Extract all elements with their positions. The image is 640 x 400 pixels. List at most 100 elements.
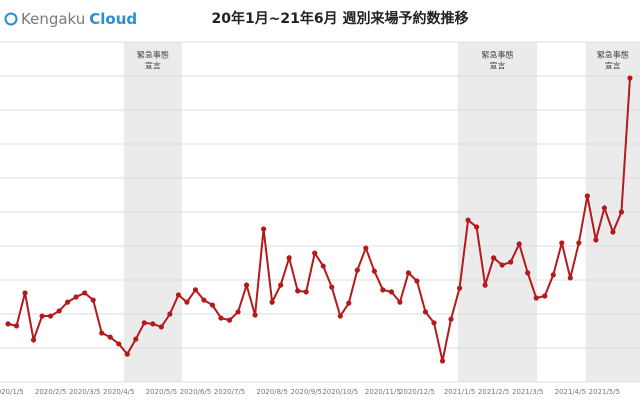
point: [175, 292, 181, 298]
point: [363, 245, 369, 251]
x-tick-label: 2020/3/5: [69, 388, 100, 396]
point: [371, 268, 377, 274]
point: [209, 302, 216, 308]
x-tick-label: 2021/1/5: [444, 388, 475, 396]
annotation: 緊急事態: [597, 50, 629, 60]
x-tick-label: 2020/1/5: [0, 388, 24, 396]
chart-title: 20年1月~21年6月 週別来場予約数推移: [211, 10, 468, 27]
point: [124, 351, 130, 357]
point: [439, 358, 446, 364]
point: [192, 287, 199, 293]
point: [508, 259, 514, 265]
point: [48, 313, 54, 319]
x-tick-label: 2021/5/5: [589, 388, 620, 396]
x-tick-label: 2020/10/5: [322, 388, 358, 396]
point: [337, 313, 343, 319]
point: [380, 287, 386, 293]
point: [269, 299, 275, 305]
x-tick-label: 2020/5/5: [146, 388, 177, 396]
x-tick-label: 2020/8/5: [256, 388, 287, 396]
point: [559, 240, 565, 246]
point: [431, 320, 437, 326]
annotation: 緊急事態: [137, 50, 169, 60]
point: [107, 334, 113, 340]
point: [499, 262, 505, 268]
x-tick-label: 2020/2/5: [35, 388, 66, 396]
x-tick-label: 2020/9/5: [290, 388, 321, 396]
point: [90, 297, 96, 303]
point: [167, 311, 173, 317]
point: [448, 316, 454, 322]
point: [525, 270, 531, 276]
point: [158, 324, 164, 330]
point: [82, 290, 88, 296]
x-tick-label: 2020/6/5: [180, 388, 211, 396]
point: [584, 193, 590, 199]
annotation: 宣言: [605, 61, 621, 71]
point: [405, 270, 412, 276]
point: [491, 255, 497, 261]
point: [226, 317, 233, 323]
point: [456, 285, 463, 291]
point: [312, 250, 318, 256]
point: [99, 330, 105, 336]
point: [329, 284, 335, 290]
point: [150, 321, 156, 327]
point: [303, 289, 309, 295]
point: [533, 295, 539, 301]
x-tick-label: 2020/7/5: [214, 388, 245, 396]
point: [133, 336, 139, 342]
point: [252, 312, 258, 318]
point: [218, 315, 224, 321]
x-tick-label: 2020/4/5: [103, 388, 134, 396]
point: [516, 241, 522, 247]
point: [65, 299, 71, 305]
annotation: 宣言: [489, 61, 505, 71]
x-tick-label: 2021/3/5: [512, 388, 543, 396]
point: [388, 289, 394, 295]
point: [465, 217, 471, 223]
point: [593, 237, 599, 243]
x-tick-label: 2021/2/5: [478, 388, 509, 396]
point: [550, 272, 556, 278]
point: [567, 275, 573, 281]
point: [618, 209, 625, 215]
point: [576, 240, 582, 246]
point: [482, 282, 488, 288]
point: [30, 337, 37, 343]
point: [627, 75, 633, 81]
point: [13, 323, 20, 329]
point: [201, 297, 207, 303]
annotation: 緊急事態: [481, 50, 513, 60]
point: [397, 299, 403, 305]
point: [286, 255, 292, 261]
point: [235, 309, 241, 315]
point: [320, 263, 326, 269]
point: [354, 267, 360, 273]
logo-icon: [4, 12, 18, 26]
point: [261, 226, 267, 232]
point: [141, 320, 147, 326]
point: [278, 282, 284, 288]
point: [422, 309, 429, 315]
point: [610, 229, 616, 235]
point: [39, 313, 45, 319]
logo-text: Kengaku Cloud: [21, 10, 137, 28]
point: [601, 205, 608, 211]
point: [73, 294, 79, 300]
x-tick-label: 2021/4/5: [555, 388, 586, 396]
point: [56, 308, 62, 314]
point: [116, 341, 122, 347]
x-tick-label: 2020/11/5: [365, 388, 401, 396]
point: [474, 224, 480, 230]
x-tick-label: 2020/12/5: [399, 388, 435, 396]
point: [5, 321, 11, 327]
point: [542, 293, 548, 299]
logo-accent: Cloud: [89, 10, 137, 28]
point: [184, 299, 190, 305]
point: [22, 290, 28, 296]
annotation: 宣言: [145, 61, 161, 71]
logo-main: Kengaku: [21, 10, 85, 28]
point: [346, 300, 352, 306]
